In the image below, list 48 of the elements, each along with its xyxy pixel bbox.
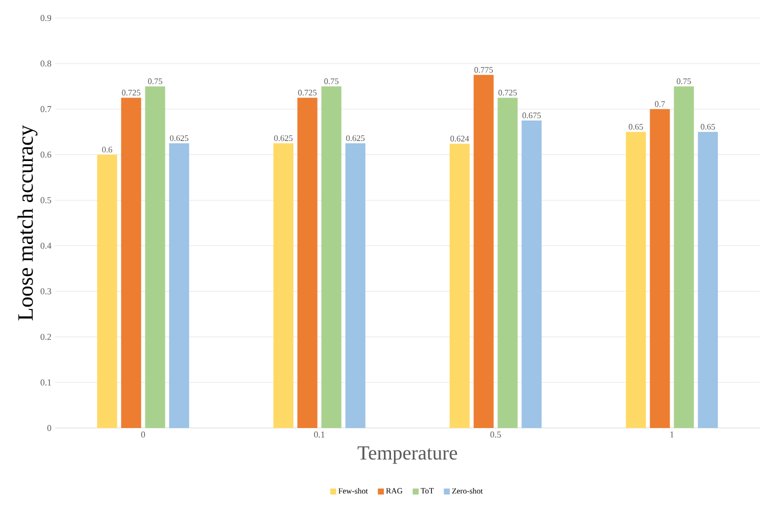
bar	[273, 143, 294, 428]
data-label: 0.6	[102, 146, 112, 152]
data-label: 0.775	[474, 66, 493, 73]
bar	[145, 86, 166, 428]
y-tick-label: 0.5	[40, 197, 52, 204]
y-tick-label: 0.9	[40, 14, 52, 22]
bar	[522, 120, 542, 428]
data-label: 0.75	[148, 78, 162, 84]
data-label: 0.65	[700, 124, 715, 130]
bar	[169, 143, 190, 428]
bar	[650, 109, 670, 428]
data-label: 0.65	[628, 124, 643, 130]
y-tick-label: 0.4	[40, 242, 52, 249]
bar	[97, 154, 118, 428]
data-label: 0.625	[274, 135, 293, 142]
y-tick-label: 0.3	[40, 288, 52, 294]
x-tick-label: 1	[670, 432, 674, 438]
y-tick-label: 0.7	[40, 106, 52, 112]
y-tick-label: 0.2	[40, 334, 51, 340]
bar	[321, 86, 342, 428]
bar	[674, 86, 694, 428]
y-tick-label: 0.6	[40, 152, 52, 158]
data-label: 0.75	[324, 78, 338, 84]
data-label: 0.725	[498, 90, 517, 96]
x-tick-label: 0.1	[314, 432, 324, 438]
y-axis-title: Loose match accuracy	[18, 125, 38, 320]
data-label: 0.625	[346, 135, 365, 142]
data-label: 0.675	[522, 112, 541, 118]
bar	[345, 143, 366, 428]
bar	[698, 132, 718, 428]
y-tick-label: 0.8	[40, 60, 52, 67]
data-label: 0.725	[298, 90, 317, 96]
y-tick-label: 0	[47, 424, 52, 432]
data-label: 0.625	[170, 135, 188, 142]
data-label: 0.725	[122, 90, 140, 96]
bar	[474, 74, 494, 428]
y-tick-label: 0.1	[40, 379, 51, 386]
data-label: 0.624	[450, 136, 470, 142]
bar	[297, 98, 318, 428]
data-label: 0.7	[654, 101, 665, 107]
bar	[450, 144, 470, 428]
x-axis-title: Temperature	[358, 446, 458, 464]
data-label: 0.75	[676, 78, 691, 84]
bar	[626, 132, 646, 428]
x-tick-label: 0.5	[490, 432, 501, 438]
bar	[498, 98, 518, 428]
bar	[121, 98, 142, 428]
x-tick-label: 0	[141, 432, 146, 438]
